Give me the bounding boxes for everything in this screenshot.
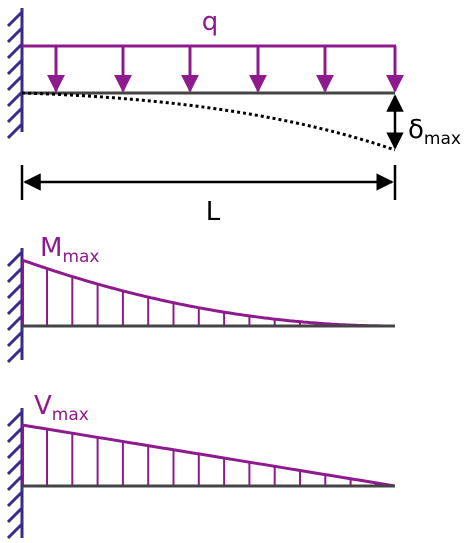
moment-label: Mmax bbox=[40, 233, 99, 267]
walls bbox=[6, 8, 24, 540]
diagram-curve bbox=[21, 258, 394, 328]
hatch bbox=[6, 314, 24, 332]
hatch bbox=[6, 426, 24, 444]
hatch bbox=[6, 298, 24, 316]
hatch bbox=[6, 330, 24, 348]
hatch bbox=[6, 506, 24, 524]
hatch bbox=[6, 122, 24, 140]
hatch bbox=[6, 282, 24, 300]
hatch bbox=[6, 442, 24, 460]
shear-diagram bbox=[21, 423, 395, 488]
shear-label: Vmax bbox=[34, 391, 89, 425]
hatch bbox=[6, 58, 24, 76]
moment-subscript: max bbox=[62, 247, 99, 267]
hatch bbox=[6, 346, 24, 364]
moment-diagram bbox=[21, 258, 395, 328]
hatch bbox=[6, 474, 24, 492]
deflection-subscript: max bbox=[424, 129, 461, 149]
shear-subscript: max bbox=[52, 405, 89, 425]
deflection-symbol: δ bbox=[408, 115, 424, 145]
hatch bbox=[6, 490, 24, 508]
hatch bbox=[6, 106, 24, 124]
hatch bbox=[6, 10, 24, 28]
span-label: L bbox=[206, 197, 221, 227]
distributed-load bbox=[22, 44, 404, 93]
hatch bbox=[6, 458, 24, 476]
load-label: q bbox=[202, 7, 219, 37]
deflection-label: δmax bbox=[408, 115, 461, 149]
deflected-shape bbox=[21, 91, 396, 152]
hatch bbox=[6, 74, 24, 92]
moment-symbol: M bbox=[40, 233, 62, 263]
hatch bbox=[6, 522, 24, 540]
hatch bbox=[6, 90, 24, 108]
hatch bbox=[6, 250, 24, 268]
diagram-curve bbox=[21, 423, 395, 488]
hatch bbox=[6, 42, 24, 60]
hatch bbox=[6, 26, 24, 44]
hatch bbox=[6, 410, 24, 428]
span-dimension bbox=[20, 165, 397, 200]
hatch bbox=[6, 266, 24, 284]
shear-symbol: V bbox=[34, 391, 52, 421]
